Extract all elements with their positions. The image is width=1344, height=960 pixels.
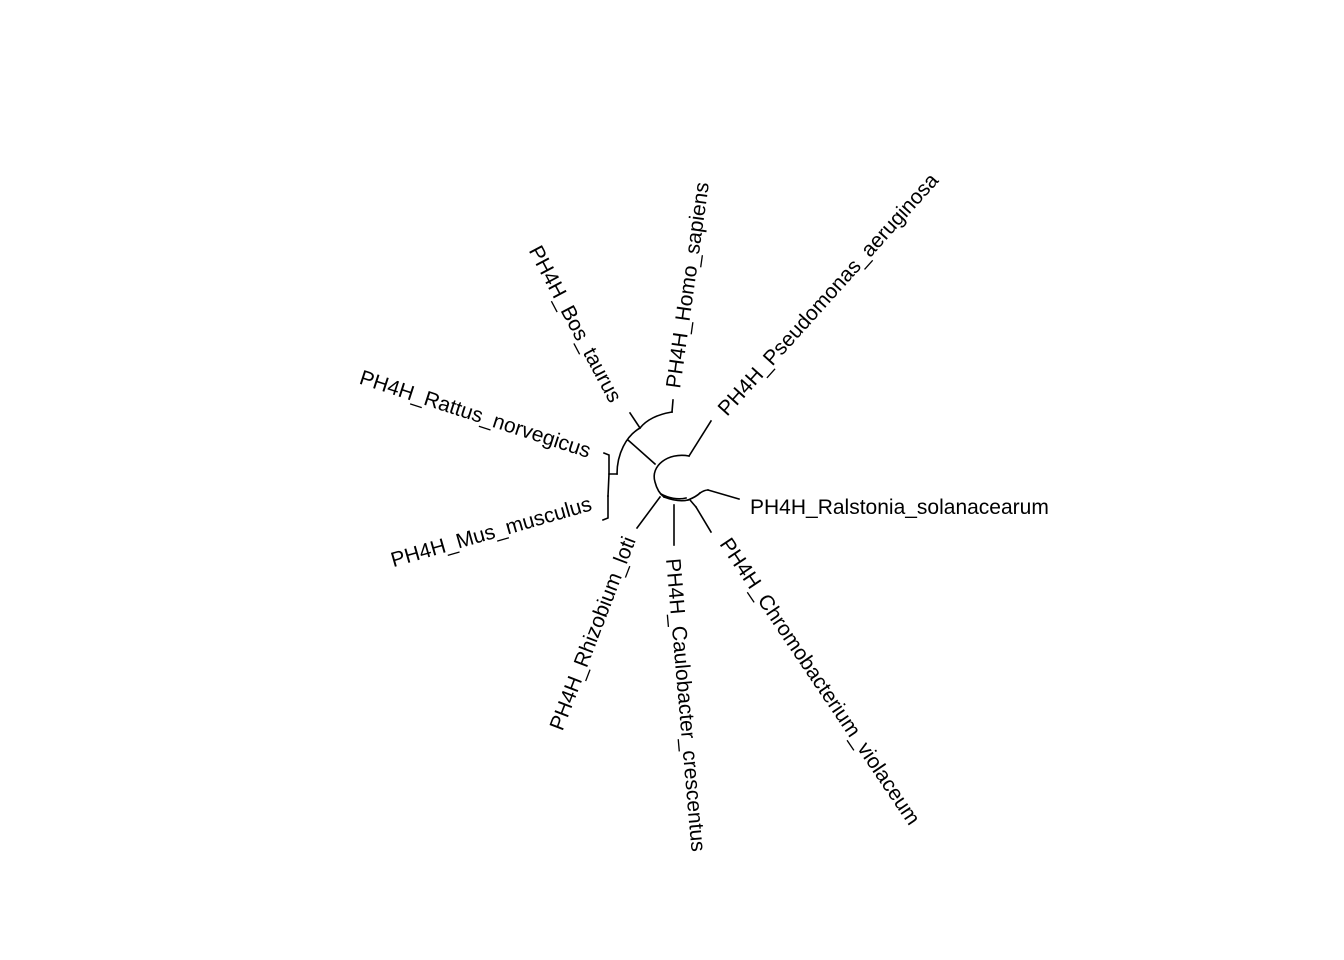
branch-bacteria-arc	[662, 495, 689, 502]
branch-mammal-stem	[626, 438, 657, 466]
branch-beta-node	[686, 491, 702, 502]
tip-labels: PH4H_Homo_sapiens PH4H_Bos_taurus PH4H_R…	[357, 169, 1049, 853]
branch-root-arc	[653, 454, 690, 499]
tip-label-ralstonia: PH4H_Ralstonia_solanacearum	[750, 496, 1049, 519]
branch-mammal-arc	[616, 426, 642, 475]
branch-chromo-join	[688, 498, 698, 509]
branch-ralstonia	[707, 489, 740, 500]
branch-ralstonia-arc	[698, 489, 709, 495]
branch-rattus	[602, 451, 610, 475]
branch-bos	[628, 411, 642, 430]
branch-rodent-arc	[607, 473, 618, 497]
branch-chromobacterium	[694, 505, 713, 534]
tip-label-rhizobium: PH4H_Rhizobium_loti	[546, 534, 641, 734]
tip-label-mus: PH4H_Mus_musculus	[388, 493, 594, 572]
tip-label-bos: PH4H_Bos_taurus	[524, 242, 626, 406]
tip-label-homo: PH4H_Homo_sapiens	[662, 181, 714, 390]
tip-label-rattus: PH4H_Rattus_norvegicus	[357, 366, 594, 463]
branch-mus	[601, 495, 609, 522]
branch-rhizobium	[635, 495, 662, 530]
tip-label-chromobacterium: PH4H_Chromobacterium_violaceum	[715, 534, 925, 829]
branches	[601, 399, 740, 546]
branch-homo-bos	[638, 411, 673, 430]
branch-homo	[671, 399, 674, 413]
branch-pseudomonas	[687, 419, 713, 458]
tip-label-caulobacter: PH4H_Caulobacter_crescentus	[661, 557, 710, 852]
tip-label-pseudomonas: PH4H_Pseudomonas_aeruginosa	[714, 169, 944, 421]
branch-bacteria-arc2	[659, 492, 687, 500]
